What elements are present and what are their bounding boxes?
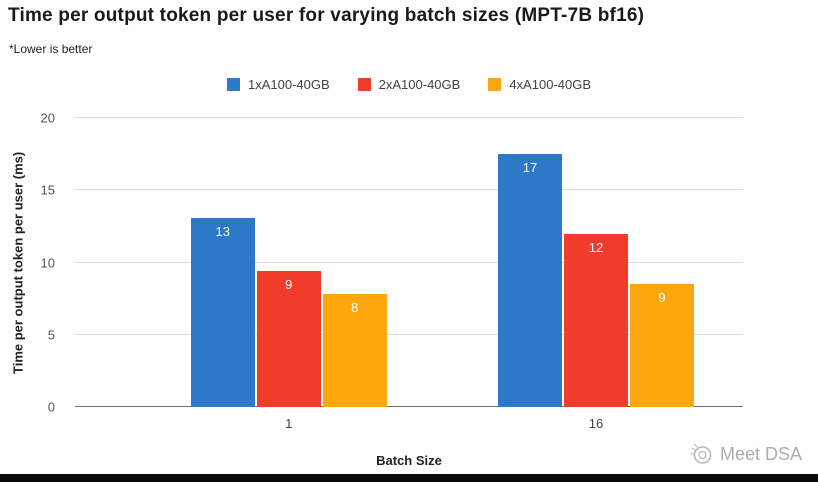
bar-group: 13 9 8 1: [190, 118, 387, 431]
bar-value-label: 9: [285, 277, 293, 293]
legend: 1xA100-40GB 2xA100-40GB 4xA100-40GB: [0, 77, 818, 92]
legend-swatch: [226, 78, 240, 91]
footer-bar: [0, 474, 818, 482]
bar-2xA100-40GB: 9: [256, 271, 321, 407]
bar-value-label: 12: [588, 239, 604, 255]
legend-item: 4xA100-40GB: [488, 77, 591, 92]
y-tick-label: 15: [40, 182, 55, 198]
bars-area: 13 9 8 1 17 12 9 16: [75, 118, 743, 431]
bar-4xA100-40GB: 9: [630, 284, 695, 407]
plot-area: 13 9 8 1 17 12 9 16: [75, 117, 743, 431]
bar-value-label: 9: [658, 290, 666, 306]
bar-2xA100-40GB: 12: [564, 233, 629, 407]
gridline: [75, 261, 743, 263]
legend-swatch: [357, 78, 371, 91]
bar-1xA100-40GB: 13: [190, 217, 255, 407]
y-tick-label: 10: [40, 255, 55, 270]
gridline: [75, 189, 743, 191]
y-axis-tick-labels: 0 5 10 15 20: [0, 111, 65, 415]
gridline: [75, 117, 743, 118]
meet-dsa-logo-icon: [690, 443, 712, 464]
legend-item: 2xA100-40GB: [357, 77, 461, 92]
watermark: Meet DSA: [688, 441, 802, 467]
y-tick-label: 5: [47, 327, 55, 343]
legend-label: 1xA100-40GB: [247, 77, 330, 92]
x-tick-label: 16: [588, 416, 604, 431]
legend-swatch: [488, 78, 502, 91]
bar-1xA100-40GB: 17: [498, 154, 563, 407]
chart-title: Time per output token per user for varyi…: [8, 5, 645, 26]
bar-value-label: 8: [351, 300, 359, 316]
x-tick-label: 1: [285, 416, 293, 431]
y-tick-label: 0: [47, 399, 55, 415]
legend-item: 1xA100-40GB: [226, 77, 330, 92]
bar-4xA100-40GB: 8: [322, 294, 387, 407]
chart-subtitle: *Lower is better: [9, 42, 93, 56]
bar-value-label: 13: [215, 223, 230, 239]
watermark-text: Meet DSA: [719, 443, 802, 464]
bar-value-label: 17: [522, 160, 538, 176]
legend-label: 2xA100-40GB: [378, 77, 461, 92]
legend-label: 4xA100-40GB: [509, 77, 591, 92]
gridline: [75, 406, 743, 407]
y-tick-label: 20: [40, 110, 55, 126]
gridline: [75, 333, 743, 335]
bar-group: 17 12 9 16: [498, 118, 695, 431]
x-axis-title: Batch Size: [376, 453, 442, 468]
